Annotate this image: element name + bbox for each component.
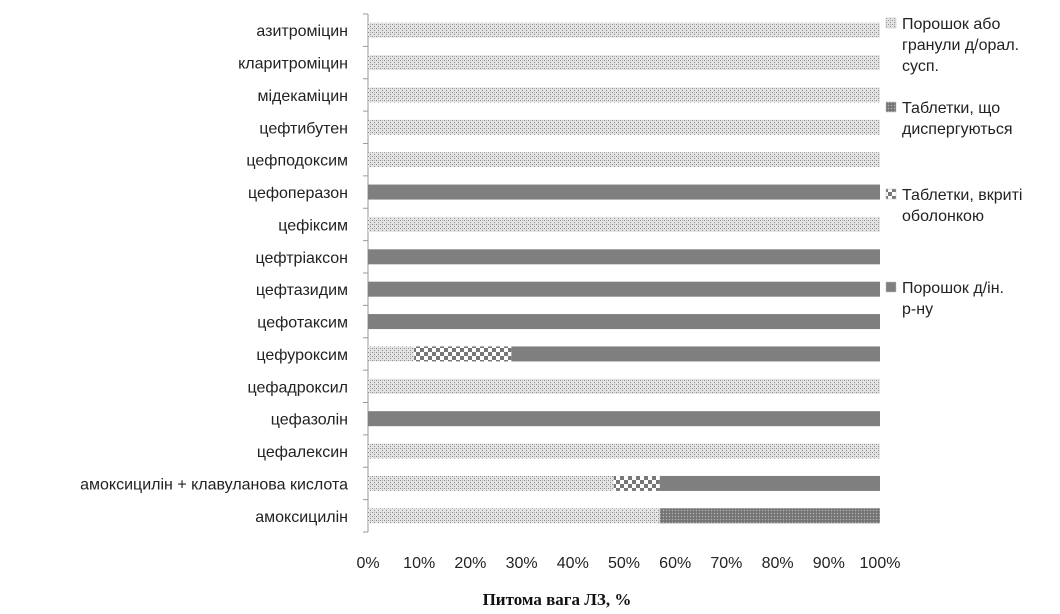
bar-segment-1 (368, 22, 880, 38)
x-tick-label: 100% (860, 555, 901, 572)
category-label: мідекаміцин (257, 88, 348, 105)
bar-segment-1 (368, 508, 660, 524)
category-label: цефалексин (257, 444, 348, 461)
legend-label: Порошок або (902, 16, 1000, 33)
bar-segment-1 (368, 475, 614, 491)
bar-segment-1 (368, 87, 880, 103)
bar-segment-4 (368, 411, 880, 427)
bar-segment-1 (368, 216, 880, 232)
category-label: цефоперазон (248, 185, 348, 202)
legend-label: Таблетки, вкриті (902, 187, 1022, 204)
bar-segment-4 (511, 346, 880, 362)
category-label: цефтріаксон (256, 250, 348, 267)
bar-segment-4 (368, 314, 880, 330)
legend-swatch-3 (885, 188, 897, 200)
category-label: цефподоксим (246, 153, 348, 170)
bar-segment-1 (368, 378, 880, 394)
bar-segment-1 (368, 346, 415, 362)
legend-swatch-2 (885, 101, 897, 113)
category-label: азитроміцин (256, 23, 348, 40)
bar-segment-3 (613, 475, 660, 491)
legend-label: диспергуються (902, 121, 1013, 138)
legend: Порошок або гранули д/орал. сусп. Таблетки,… (885, 16, 1022, 318)
bar-segment-1 (368, 443, 880, 459)
plot-area: азитроміцин кларитроміцин мідекаміцин цефти… (80, 13, 901, 572)
bar-segment-1 (368, 152, 880, 168)
x-tick-label: 70% (710, 555, 742, 572)
legend-label: сусп. (902, 58, 939, 75)
legend-label: Порошок д/ін. (902, 280, 1004, 297)
category-label: цефотаксим (257, 315, 348, 332)
category-label: цефтазидим (256, 282, 348, 299)
category-label: цефазолін (271, 412, 348, 429)
bar-segment-4 (659, 475, 880, 491)
x-tick-label: 30% (506, 555, 538, 572)
legend-swatch-1 (885, 17, 897, 29)
legend-swatch-4 (885, 281, 897, 293)
category-label: цефтибутен (259, 120, 348, 137)
bar-segment-3 (414, 346, 512, 362)
legend-label: р-ну (902, 301, 933, 318)
bar-segment-2 (659, 508, 880, 524)
category-label: цефіксим (278, 217, 348, 234)
bar-segment-4 (368, 249, 880, 265)
legend-label: Таблетки, що (902, 100, 1000, 117)
bar-segment-1 (368, 55, 880, 71)
category-label: амоксицилін (255, 509, 348, 526)
category-label: кларитроміцин (238, 56, 348, 73)
category-label: цефуроксим (256, 347, 348, 364)
x-tick-label: 80% (762, 555, 794, 572)
category-label: цефадроксил (247, 379, 348, 396)
x-tick-label: 90% (813, 555, 845, 572)
x-tick-label: 40% (557, 555, 589, 572)
bar-segment-4 (368, 281, 880, 297)
category-label: амоксицилін + клавуланова кислота (80, 476, 348, 493)
x-tick-label: 10% (403, 555, 435, 572)
legend-label: гранули д/орал. (902, 37, 1019, 54)
x-tick-label: 0% (356, 555, 379, 572)
x-tick-label: 50% (608, 555, 640, 572)
x-tick-label: 20% (454, 555, 486, 572)
x-tick-label: 60% (659, 555, 691, 572)
legend-label: оболонкою (902, 208, 984, 225)
x-axis-title: Питома вага ЛЗ, % (483, 590, 632, 609)
bar-segment-4 (368, 184, 880, 200)
bar-segment-1 (368, 119, 880, 135)
